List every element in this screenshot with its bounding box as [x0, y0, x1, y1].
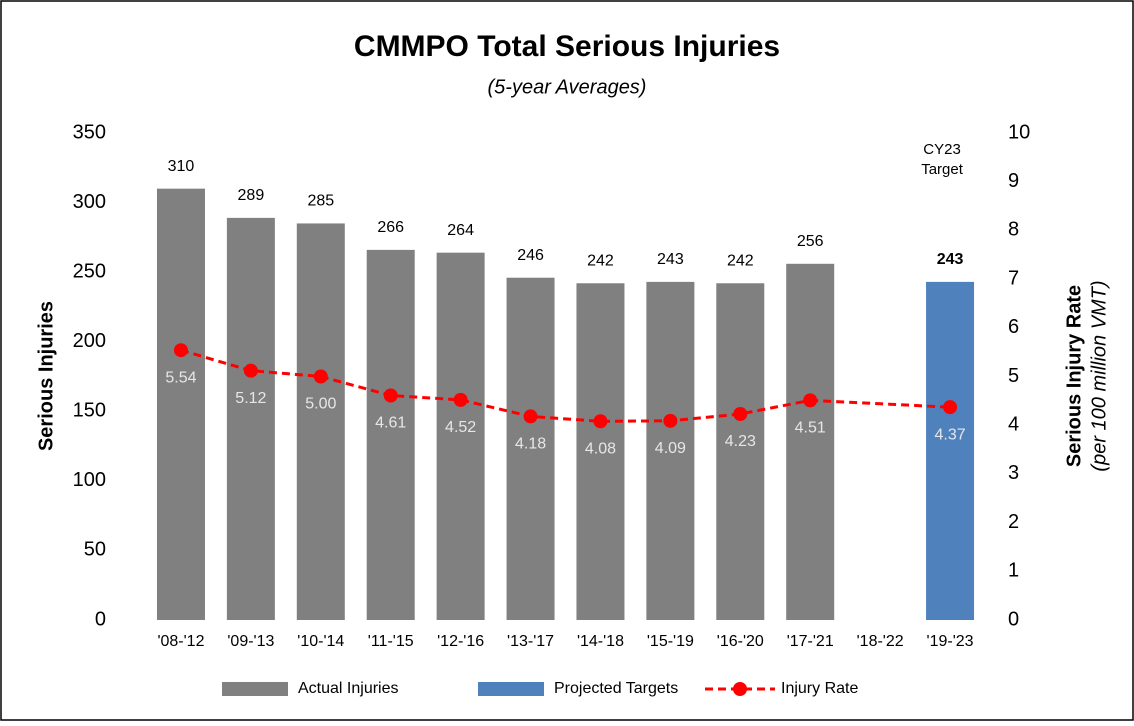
y-tick-label: 300: [73, 191, 106, 213]
bar: [296, 223, 345, 620]
y2-tick-label: 2: [1008, 511, 1019, 533]
bar-value-label: 243: [657, 251, 684, 268]
chart-title: CMMPO Total Serious Injuries: [354, 30, 780, 63]
x-tick-label: '16-'20: [717, 633, 764, 650]
annotation: Target: [921, 161, 964, 178]
bar: [506, 277, 555, 620]
bar-value-label: 285: [307, 193, 334, 210]
line-marker: [523, 409, 538, 424]
y-tick-label: 50: [84, 539, 106, 561]
line-marker: [383, 388, 398, 403]
y-tick-label: 150: [73, 400, 106, 422]
legend-label: Projected Targets: [554, 680, 678, 697]
x-tick-label: '11-'15: [368, 633, 414, 650]
bar: [156, 188, 205, 620]
line-marker: [803, 393, 818, 408]
legend-label: Actual Injuries: [298, 680, 399, 697]
y2-tick-label: 4: [1008, 413, 1019, 435]
bar: [576, 283, 625, 620]
annotation: CY23: [923, 141, 961, 158]
line-marker: [593, 414, 608, 429]
line-value-label: 4.23: [725, 433, 756, 450]
line-marker: [243, 363, 258, 378]
y2-tick-label: 1: [1008, 560, 1019, 582]
line-marker: [313, 369, 328, 384]
bar-value-label: 289: [238, 187, 265, 204]
x-tick-label: '08-'12: [157, 633, 204, 650]
bar-value-label: 256: [797, 233, 824, 250]
line-marker: [733, 406, 748, 421]
x-tick-label: '15-'19: [647, 633, 694, 650]
line-marker: [943, 400, 958, 415]
bar-value-label: 246: [517, 247, 544, 264]
line-value-label: 5.12: [235, 390, 266, 407]
bar: [436, 252, 485, 621]
line-gap-connector: [810, 398, 951, 409]
legend-swatch: [222, 682, 288, 696]
x-tick-label: '12-'16: [437, 633, 484, 650]
y2-tick-label: 8: [1008, 219, 1019, 241]
y-tick-label: 250: [73, 260, 106, 282]
line-value-label: 4.52: [445, 419, 476, 436]
x-tick-label: '13-'17: [507, 633, 554, 650]
line-marker: [173, 343, 188, 358]
line-value-label: 4.61: [375, 415, 406, 432]
bar: [786, 263, 835, 620]
y2-axis-title: Serious Injury Rate: [1063, 285, 1085, 467]
line: [180, 348, 811, 423]
x-tick-label: '09-'13: [227, 633, 274, 650]
y-axis-title: Serious Injuries: [35, 301, 57, 451]
line-value-label: 5.00: [305, 396, 336, 413]
bar-value-label: 264: [447, 222, 474, 239]
y2-tick-label: 7: [1008, 267, 1019, 289]
bar-value-label: 266: [377, 219, 404, 236]
y2-tick-label: 0: [1008, 608, 1019, 630]
bar: [646, 281, 695, 620]
y2-tick-label: 3: [1008, 462, 1019, 484]
line-value-label: 4.51: [795, 420, 826, 437]
line-marker: [453, 392, 468, 407]
legend-label: Injury Rate: [781, 680, 858, 697]
bar: [226, 217, 275, 620]
line-marker: [663, 413, 678, 428]
x-tick-label: '17-'21: [787, 633, 834, 650]
bar: [716, 283, 765, 620]
line-value-label: 5.54: [165, 369, 196, 386]
y2-axis-subtitle: (per 100 million VMT): [1088, 280, 1110, 471]
x-tick-label: '10-'14: [297, 633, 344, 650]
bar-value-label: 242: [587, 252, 614, 269]
chart-subtitle: (5-year Averages): [488, 76, 647, 98]
legend-marker: [733, 682, 747, 696]
x-tick-label: '18-'22: [857, 633, 904, 650]
x-tick-label: '14-'18: [577, 633, 624, 650]
y-tick-label: 100: [73, 469, 106, 491]
y2-tick-label: 6: [1008, 316, 1019, 338]
bar: [926, 281, 975, 620]
y2-tick-label: 9: [1008, 170, 1019, 192]
y2-tick-label: 5: [1008, 365, 1019, 387]
y2-tick-label: 10: [1008, 121, 1030, 143]
line-value-label: 4.37: [934, 426, 965, 443]
bar-value-label: 242: [727, 252, 754, 269]
legend-swatch: [478, 682, 544, 696]
line-value-label: 4.18: [515, 436, 546, 453]
bar-value-label: 310: [168, 158, 195, 175]
line-value-label: 4.08: [585, 441, 616, 458]
x-tick-label: '19-'23: [927, 633, 974, 650]
bar-value-label: 243: [937, 251, 964, 268]
y-tick-label: 350: [73, 121, 106, 143]
y-tick-label: 200: [73, 330, 106, 352]
line-value-label: 4.09: [655, 440, 686, 457]
y-tick-label: 0: [95, 608, 106, 630]
bar: [366, 249, 415, 620]
